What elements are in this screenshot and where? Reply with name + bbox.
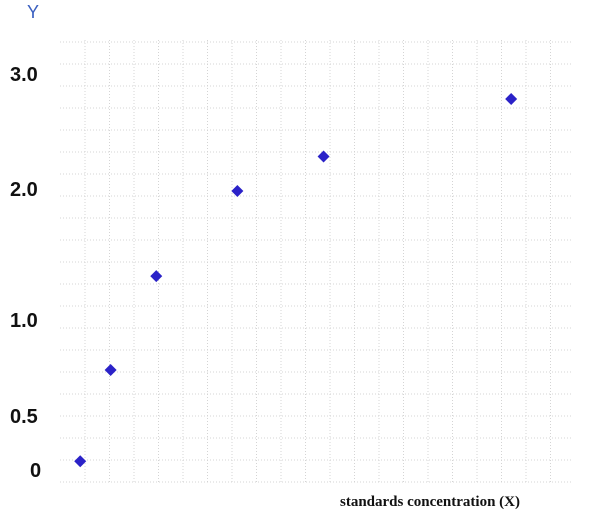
data-point-3 [150,270,163,283]
y-tick-label: 2.0 [10,179,38,201]
data-points [74,93,518,468]
y-tick-label: 1.0 [10,310,38,332]
data-point-6 [505,93,518,105]
y-tick-label: 3.0 [10,64,38,86]
grid [60,40,572,483]
data-point-2 [104,364,117,376]
data-point-5 [317,150,330,163]
y-tick-label: 0 [30,460,42,482]
y-tick-label: 0.5 [10,406,38,428]
data-point-4 [231,185,244,197]
x-axis-title: standards concentration (X) [340,494,520,510]
data-point-1 [74,455,87,468]
y-axis-title: Y [27,2,40,22]
